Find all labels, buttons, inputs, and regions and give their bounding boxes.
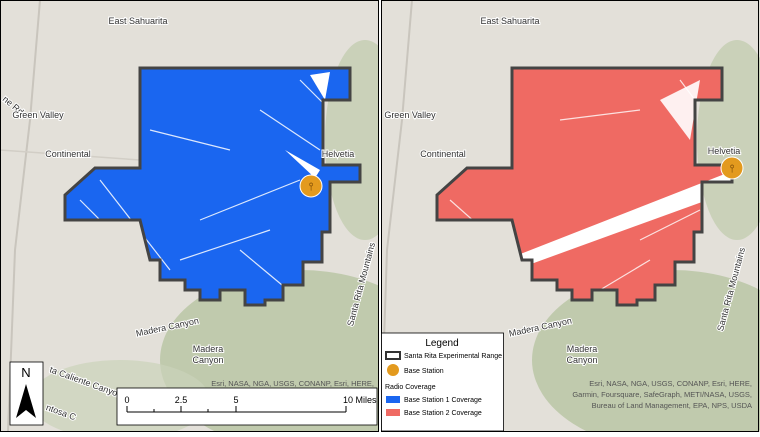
scale-label: 5 — [233, 395, 238, 405]
base-station-2: ⫯ — [720, 156, 744, 180]
svg-text:⫯: ⫯ — [309, 181, 314, 193]
scale-label: 2.5 — [175, 395, 188, 405]
right-map: ⫯ East Sahuarita Green Valley Continenta… — [381, 0, 760, 432]
svg-text:⫯: ⫯ — [730, 163, 735, 175]
place-label: Continental — [420, 149, 466, 159]
place-label: Green Valley — [12, 110, 64, 120]
legend-label: Base Station 1 Coverage — [404, 397, 482, 404]
place-label: Continental — [45, 149, 91, 159]
north-arrow: N — [9, 361, 44, 426]
range-boundary — [63, 66, 362, 307]
scale-label: 10 Miles — [343, 395, 377, 405]
place-label: Canyon — [192, 355, 223, 365]
place-label: Madera — [193, 344, 224, 354]
base-station-1: ⫯ — [299, 174, 323, 198]
scale-label: 0 — [124, 395, 129, 405]
attribution: Garmin, Foursquare, SafeGraph, METI/NASA… — [572, 390, 752, 399]
place-label: Helvetia — [708, 146, 741, 156]
legend: Legend Santa Rita Experimental Range Bas… — [381, 332, 504, 432]
attribution: Esri, NASA, NGA, USGS, CONANP, Esri, HER… — [589, 379, 752, 388]
place-label: Madera — [567, 344, 598, 354]
place-label: Canyon — [566, 355, 597, 365]
place-label: East Sahuarita — [108, 16, 167, 26]
left-map: ⫯ East Sahuarita ne Rd Green Valley Cont… — [0, 0, 379, 432]
scale-bar: 0 2.5 5 10 Miles — [116, 387, 378, 426]
attribution: Bureau of Land Management, EPA, NPS, USD… — [592, 401, 752, 410]
legend-label: Santa Rita Experimental Range — [404, 353, 502, 360]
legend-title: Legend — [425, 338, 458, 349]
place-label: East Sahuarita — [480, 16, 539, 26]
north-label: N — [21, 365, 30, 380]
attribution: Esri, NASA, NGA, USGS, CONANP, Esri, HER… — [211, 379, 374, 388]
legend-heading: Radio Coverage — [385, 384, 436, 391]
place-label: Green Valley — [384, 110, 436, 120]
legend-label: Base Station — [404, 368, 444, 375]
place-label: Helvetia — [322, 149, 355, 159]
legend-label: Base Station 2 Coverage — [404, 410, 482, 417]
